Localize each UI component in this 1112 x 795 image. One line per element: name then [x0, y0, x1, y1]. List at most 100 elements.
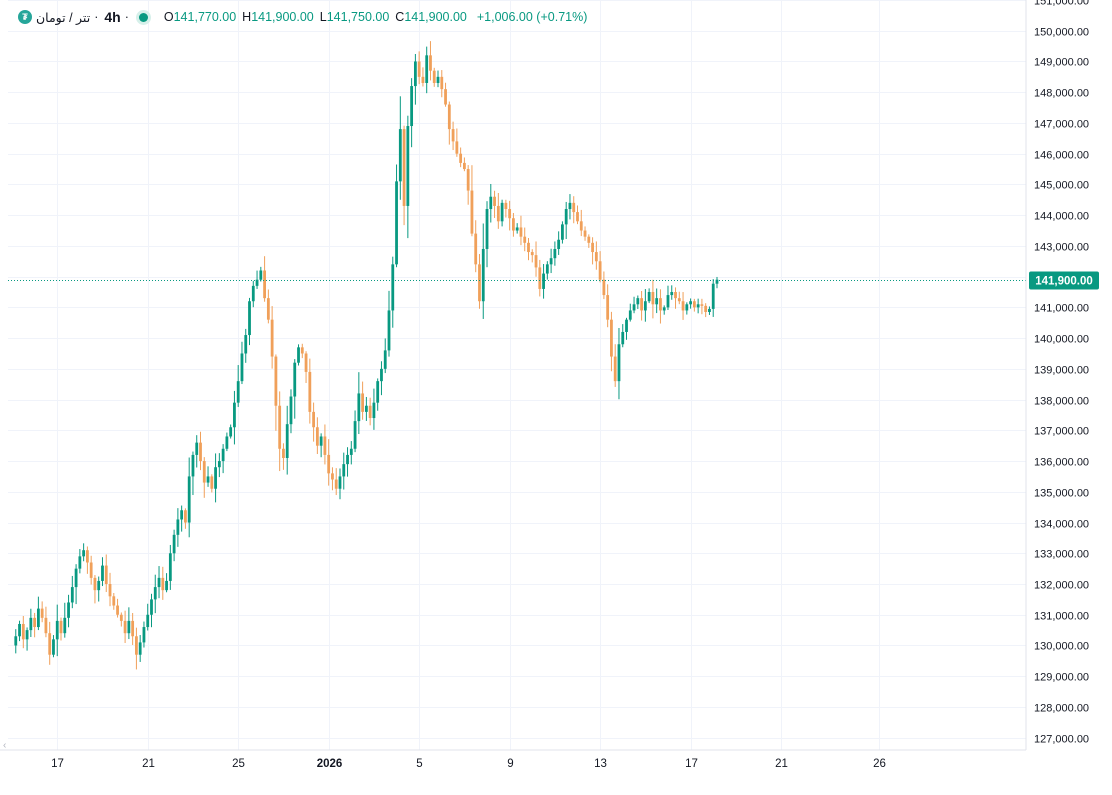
candle[interactable]: [402, 125, 406, 226]
candle[interactable]: [478, 254, 481, 309]
candle[interactable]: [383, 338, 387, 374]
market-status-icon[interactable]: [138, 12, 148, 22]
candle[interactable]: [519, 215, 523, 246]
candle[interactable]: [677, 291, 681, 305]
candle[interactable]: [628, 303, 632, 322]
candle[interactable]: [180, 505, 184, 532]
candle[interactable]: [380, 361, 383, 396]
candle[interactable]: [214, 453, 217, 503]
candle[interactable]: [587, 234, 591, 248]
candle[interactable]: [417, 51, 421, 85]
candle[interactable]: [527, 238, 530, 261]
candle[interactable]: [432, 67, 436, 87]
candle[interactable]: [248, 297, 251, 346]
candle[interactable]: [395, 164, 398, 268]
candle[interactable]: [376, 378, 380, 411]
candle[interactable]: [18, 620, 21, 642]
candle[interactable]: [591, 237, 594, 265]
timeframe-label[interactable]: 4h: [104, 9, 121, 25]
candle[interactable]: [240, 341, 244, 385]
candle[interactable]: [398, 96, 402, 200]
candle[interactable]: [131, 612, 135, 645]
candle[interactable]: [48, 621, 52, 665]
candle[interactable]: [176, 508, 180, 547]
candle[interactable]: [368, 397, 372, 426]
candle[interactable]: [202, 457, 206, 498]
candle[interactable]: [282, 443, 285, 470]
candle[interactable]: [199, 431, 202, 471]
candle[interactable]: [463, 157, 466, 172]
candle[interactable]: [206, 466, 210, 487]
candle[interactable]: [334, 468, 338, 496]
candle[interactable]: [406, 115, 410, 239]
candle[interactable]: [666, 285, 670, 310]
candle[interactable]: [508, 200, 512, 231]
candle[interactable]: [692, 298, 696, 312]
time-axis[interactable]: 17 21 25 2026 5 9 13 17 21 26: [51, 758, 886, 770]
candle[interactable]: [500, 199, 504, 227]
candle[interactable]: [229, 424, 233, 439]
candle[interactable]: [304, 351, 308, 383]
candle[interactable]: [647, 288, 651, 304]
candle[interactable]: [613, 344, 617, 387]
candle[interactable]: [504, 199, 508, 218]
candle[interactable]: [429, 41, 432, 81]
candle[interactable]: [549, 248, 553, 274]
candle[interactable]: [466, 165, 470, 205]
candle[interactable]: [101, 557, 104, 587]
candle[interactable]: [255, 270, 259, 289]
candle[interactable]: [670, 285, 674, 300]
candle[interactable]: [289, 389, 293, 434]
candle[interactable]: [150, 593, 153, 628]
candle[interactable]: [153, 574, 157, 614]
candle[interactable]: [259, 266, 263, 282]
candle[interactable]: [594, 241, 598, 270]
candle[interactable]: [93, 575, 97, 604]
candle[interactable]: [662, 305, 666, 315]
candle[interactable]: [33, 612, 37, 638]
candle[interactable]: [86, 546, 89, 574]
candle[interactable]: [696, 298, 700, 314]
candle[interactable]: [315, 417, 319, 455]
candle[interactable]: [36, 596, 40, 631]
candle[interactable]: [195, 435, 199, 468]
candle[interactable]: [187, 457, 191, 538]
scroll-left-icon[interactable]: ‹: [3, 740, 6, 751]
candle[interactable]: [602, 271, 606, 300]
candle[interactable]: [542, 264, 545, 299]
candle[interactable]: [210, 474, 214, 493]
candle[interactable]: [685, 302, 689, 315]
candle[interactable]: [138, 635, 142, 662]
candle[interactable]: [327, 439, 331, 486]
candle[interactable]: [67, 594, 70, 628]
candle[interactable]: [74, 564, 78, 605]
candle[interactable]: [308, 358, 312, 424]
candle[interactable]: [530, 249, 534, 263]
candle[interactable]: [319, 433, 323, 458]
candle[interactable]: [263, 256, 266, 302]
candle[interactable]: [561, 221, 564, 244]
candle[interactable]: [557, 231, 561, 255]
candle[interactable]: [545, 261, 549, 280]
candle[interactable]: [568, 194, 572, 220]
candle[interactable]: [63, 602, 67, 638]
candle[interactable]: [643, 289, 647, 322]
candle[interactable]: [349, 441, 353, 465]
candle[interactable]: [523, 227, 527, 252]
candle[interactable]: [300, 343, 304, 359]
candle[interactable]: [338, 468, 342, 500]
candle[interactable]: [285, 405, 289, 475]
candle[interactable]: [184, 508, 187, 529]
candle[interactable]: [119, 612, 123, 627]
symbol-info[interactable]: ₮ تتر / تومان · 4h ·: [18, 9, 148, 25]
candle[interactable]: [331, 467, 334, 491]
candle[interactable]: [221, 444, 225, 474]
candle[interactable]: [165, 573, 168, 593]
candle[interactable]: [135, 627, 138, 670]
candle[interactable]: [496, 192, 500, 229]
candle[interactable]: [78, 549, 82, 574]
candle[interactable]: [391, 256, 395, 328]
candle[interactable]: [553, 241, 557, 266]
candle[interactable]: [346, 447, 349, 477]
